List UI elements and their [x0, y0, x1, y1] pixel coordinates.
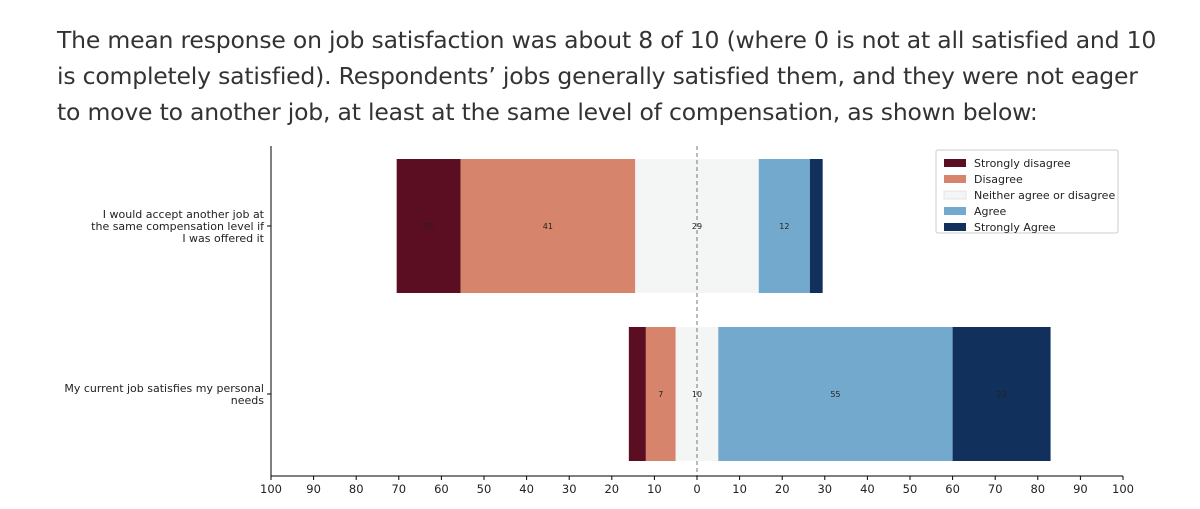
intro-paragraph: The mean response on job satisfaction wa…	[57, 26, 1157, 126]
legend-box	[935, 149, 1119, 234]
category-label: My current job satisfies my personal need…	[64, 382, 264, 407]
x-tick-label: 90	[1073, 482, 1088, 496]
x-tick-label: 90	[306, 482, 321, 496]
legend-label-strongly-disagree: Strongly disagree	[974, 157, 1071, 170]
legend: Strongly disagree Disagree Neither agree o…	[935, 149, 1119, 234]
x-tick-label: 60	[945, 482, 960, 496]
x-tick-label: 80	[349, 482, 364, 496]
legend-label-strongly-agree: Strongly Agree	[974, 221, 1056, 234]
category-label-line: needs	[231, 394, 264, 407]
bar-2-strongly-disagree	[628, 327, 646, 461]
bar-value-label: 55	[830, 390, 840, 399]
bar-value-label: 41	[543, 222, 553, 231]
x-tick-label: 30	[562, 482, 577, 496]
x-tick-label: 0	[693, 482, 700, 496]
axes-group: 100 90 80 70 60 50 40 30 20 10 0 10 20 30 40 50 60 70 80 90…	[260, 146, 1134, 496]
x-tick-label: 100	[1112, 482, 1134, 496]
category-label-line: I was offered it	[182, 232, 264, 245]
legend-swatch-agree	[944, 207, 966, 215]
x-tick-label: 30	[817, 482, 832, 496]
category-label-line: My current job satisfies my personal	[64, 382, 264, 395]
legend-label-disagree: Disagree	[974, 173, 1023, 186]
bar-value-label: 7	[658, 390, 663, 399]
category-labels: I would accept another job at the same co…	[64, 208, 265, 407]
legend-swatch-strongly-agree	[944, 223, 966, 231]
legend-label-agree: Agree	[974, 205, 1007, 218]
legend-swatch-disagree	[944, 175, 966, 183]
category-label-line: the same compensation level if	[91, 220, 265, 233]
bars-group: 15 41 29 127 10 55 23	[396, 159, 1051, 461]
bar-2-strongly-agree	[952, 327, 1051, 461]
bar-1-agree	[758, 159, 810, 293]
x-tick-label: 60	[434, 482, 449, 496]
bar-1-strongly-disagree	[396, 159, 461, 293]
x-tick-label: 20	[775, 482, 790, 496]
x-tick-label: 10	[732, 482, 747, 496]
legend-swatch-strongly-disagree	[944, 159, 966, 167]
bar-1-disagree	[460, 159, 636, 293]
x-tick-label: 20	[604, 482, 619, 496]
legend-label-neither-agree-or-disagree: Neither agree or disagree	[974, 189, 1115, 202]
x-tick-label: 40	[860, 482, 875, 496]
legend-swatch-neither-agree-or-disagree	[943, 190, 967, 200]
bar-value-label: 15	[424, 222, 434, 231]
x-tick-label: 100	[260, 482, 282, 496]
x-tick-label: 70	[988, 482, 1003, 496]
bar-value-label: 12	[779, 222, 789, 231]
category-label-line: I would accept another job at	[103, 208, 265, 221]
x-tick-label: 50	[903, 482, 918, 496]
x-tick-label: 70	[391, 482, 406, 496]
bar-value-label: 23	[996, 390, 1006, 399]
bar-2-agree	[718, 327, 953, 461]
x-tick-label: 50	[477, 482, 492, 496]
bar-1-strongly-agree	[809, 159, 823, 293]
bar-2-disagree	[645, 327, 676, 461]
x-tick-label: 80	[1030, 482, 1045, 496]
category-label: I would accept another job at the same co…	[91, 208, 265, 245]
x-tick-label: 40	[519, 482, 534, 496]
x-tick-label: 10	[647, 482, 662, 496]
